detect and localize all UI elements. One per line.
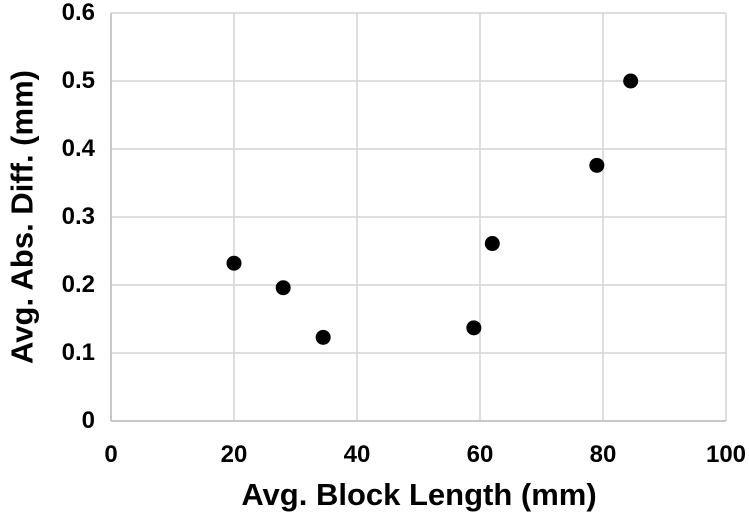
x-tick-label: 0 (104, 441, 118, 468)
data-point (589, 157, 605, 173)
x-tick-label: 60 (466, 441, 494, 468)
data-point (466, 320, 482, 336)
x-tick-label: 100 (705, 441, 747, 468)
y-tick-label: 0.1 (61, 339, 95, 366)
x-tick-label: 80 (589, 441, 617, 468)
y-tick-label: 0.6 (61, 0, 95, 26)
y-tick-label: 0 (81, 407, 95, 434)
x-tick-label: 20 (220, 441, 248, 468)
y-tick-label: 0.5 (61, 67, 95, 94)
y-tick-label: 0.4 (61, 135, 95, 162)
data-point (315, 329, 331, 345)
data-point (275, 280, 291, 296)
x-axis-title: Avg. Block Length (mm) (241, 477, 597, 512)
x-tick-label: 40 (343, 441, 371, 468)
data-point (623, 73, 639, 89)
y-tick-label: 0.2 (61, 271, 95, 298)
y-tick-label: 0.3 (61, 203, 95, 230)
data-point (484, 236, 500, 252)
data-point (226, 255, 242, 271)
